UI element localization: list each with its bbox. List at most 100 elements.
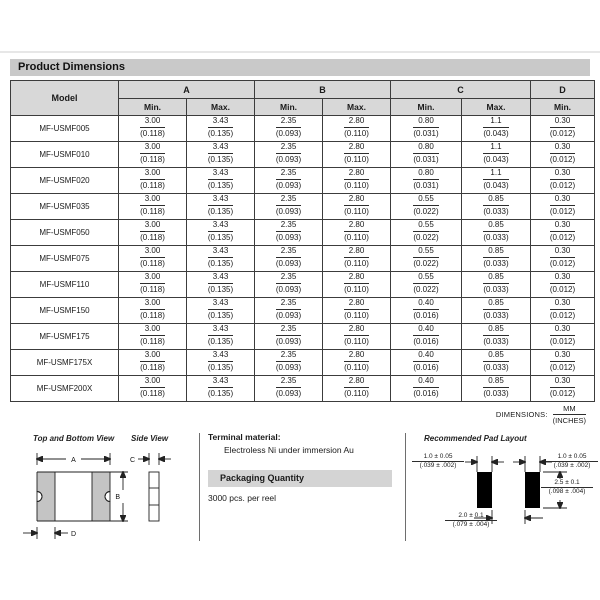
- value-cell: 2.80 (0.110): [322, 271, 391, 298]
- value-cell: 2.35 (0.093): [254, 297, 323, 324]
- value-cell: 0.55 (0.022): [390, 193, 462, 220]
- value-cell: 0.30 (0.012): [530, 193, 595, 220]
- value-cell: 2.80 (0.110): [322, 349, 391, 376]
- product-dimensions-table: Model A B C D Min. Max. Min. Max. Min. M…: [10, 80, 595, 402]
- value-cell: 3.00 (0.118): [118, 115, 187, 142]
- value-cell: 3.00 (0.118): [118, 141, 187, 168]
- model-cell: MF-USMF110: [10, 271, 119, 298]
- model-cell: MF-USMF175X: [10, 349, 119, 376]
- value-cell: 0.40 (0.016): [390, 297, 462, 324]
- value-cell: 2.35 (0.093): [254, 193, 323, 220]
- model-cell: MF-USMF150: [10, 297, 119, 324]
- value-cell: 0.85 (0.033): [461, 297, 531, 324]
- value-cell: 2.35 (0.093): [254, 245, 323, 272]
- value-cell: 3.43 (0.135): [186, 167, 255, 194]
- model-cell: MF-USMF020: [10, 167, 119, 194]
- value-cell: 2.35 (0.093): [254, 375, 323, 402]
- column-header-c: C: [390, 80, 531, 99]
- value-cell: 3.43 (0.135): [186, 323, 255, 350]
- value-cell: 2.80 (0.110): [322, 193, 391, 220]
- subheader-c-max: Max.: [461, 98, 531, 116]
- value-cell: 3.43 (0.135): [186, 219, 255, 246]
- value-cell: 2.80 (0.110): [322, 219, 391, 246]
- value-cell: 3.00 (0.118): [118, 245, 187, 272]
- value-cell: 0.30 (0.012): [530, 219, 595, 246]
- value-cell: 0.30 (0.012): [530, 375, 595, 402]
- model-cell: MF-USMF010: [10, 141, 119, 168]
- value-cell: 1.1 (0.043): [461, 141, 531, 168]
- value-cell: 3.43 (0.135): [186, 193, 255, 220]
- value-cell: 3.43 (0.135): [186, 141, 255, 168]
- value-cell: 0.85 (0.033): [461, 323, 531, 350]
- value-cell: 3.00 (0.118): [118, 297, 187, 324]
- subheader-b-max: Max.: [322, 98, 391, 116]
- top-bottom-view-title: Top and Bottom View: [33, 434, 115, 443]
- value-cell: 0.30 (0.012): [530, 297, 595, 324]
- value-cell: 0.55 (0.022): [390, 219, 462, 246]
- subheader-d-min: Min.: [530, 98, 595, 116]
- dim-label-a: A: [71, 457, 76, 464]
- value-cell: 0.40 (0.016): [390, 375, 462, 402]
- value-cell: 1.1 (0.043): [461, 167, 531, 194]
- dimensions-note-units: MM (INCHES): [552, 404, 586, 425]
- table-row: MF-USMF175X 3.00 (0.118) 3.43 (0.135) 2.35…: [10, 349, 595, 376]
- page-top-rule: [0, 51, 600, 53]
- value-cell: 2.80 (0.110): [322, 323, 391, 350]
- value-cell: 2.35 (0.093): [254, 271, 323, 298]
- value-cell: 0.30 (0.012): [530, 271, 595, 298]
- table-row: MF-USMF035 3.00 (0.118) 3.43 (0.135) 2.35(…: [10, 193, 595, 220]
- value-cell: 3.00 (0.118): [118, 375, 187, 402]
- value-cell: 3.43 (0.135): [186, 271, 255, 298]
- model-cell: MF-USMF175: [10, 323, 119, 350]
- right-pad: [525, 472, 540, 508]
- pad-layout-drawing: [465, 456, 567, 524]
- value-cell: 3.00 (0.118): [118, 271, 187, 298]
- value-cell: 0.85 (0.033): [461, 219, 531, 246]
- model-cell: MF-USMF075: [10, 245, 119, 272]
- value-cell: 1.1 (0.043): [461, 115, 531, 142]
- value-cell: 2.80 (0.110): [322, 375, 391, 402]
- subheader-a-min: Min.: [118, 98, 187, 116]
- value-cell: 2.35 (0.093): [254, 219, 323, 246]
- subheader-c-min: Min.: [390, 98, 462, 116]
- column-header-model: Model: [10, 80, 119, 116]
- section-divider: [199, 433, 200, 541]
- value-cell: 0.30 (0.012): [530, 349, 595, 376]
- value-cell: 3.00 (0.118): [118, 193, 187, 220]
- column-header-d: D: [530, 80, 595, 99]
- value-cell: 0.85 (0.033): [461, 193, 531, 220]
- model-cell: MF-USMF050: [10, 219, 119, 246]
- value-cell: 3.43 (0.135): [186, 375, 255, 402]
- value-cell: 3.00 (0.118): [118, 349, 187, 376]
- value-cell: 2.35 (0.093): [254, 349, 323, 376]
- value-cell: 0.80 (0.031): [390, 115, 462, 142]
- table-row: MF-USMF110 3.00 (0.118) 3.43 (0.135) 2.35(…: [10, 271, 595, 298]
- table-row: MF-USMF005 3.00 (0.118) 3.43 (0.135) 2.35(…: [10, 115, 595, 142]
- value-cell: 2.35 (0.093): [254, 323, 323, 350]
- value-cell: 0.30 (0.012): [530, 167, 595, 194]
- column-header-a: A: [118, 80, 255, 99]
- value-cell: 0.30 (0.012): [530, 141, 595, 168]
- column-header-b: B: [254, 80, 391, 99]
- value-cell: 0.40 (0.016): [390, 349, 462, 376]
- terminal-material-text: Electroless Ni under immersion Au: [224, 445, 354, 455]
- value-cell: 3.43 (0.135): [186, 297, 255, 324]
- dim-label-b: B: [115, 494, 120, 501]
- dimensions-note-label: DIMENSIONS:: [495, 410, 548, 419]
- pad-height-label: 2.5 ± 0.1 (.098 ± .004): [541, 479, 593, 496]
- value-cell: 0.55 (0.022): [390, 271, 462, 298]
- value-cell: 2.35 (0.093): [254, 141, 323, 168]
- model-cell: MF-USMF200X: [10, 375, 119, 402]
- section-title-bar: Product Dimensions: [10, 59, 590, 76]
- left-pad: [477, 472, 492, 508]
- value-cell: 0.85 (0.033): [461, 375, 531, 402]
- model-cell: MF-USMF035: [10, 193, 119, 220]
- table-row: MF-USMF150 3.00 (0.118) 3.43 (0.135) 2.35(…: [10, 297, 595, 324]
- left-pad-width-label: 1.0 ± 0.05 (.039 ± .002): [412, 453, 464, 470]
- subheader-b-min: Min.: [254, 98, 323, 116]
- pad-gap-label: 2.0 ± 0.1 (.079 ± .004): [445, 512, 497, 529]
- value-cell: 0.85 (0.033): [461, 245, 531, 272]
- model-cell: MF-USMF005: [10, 115, 119, 142]
- page-title: Product Dimensions: [18, 61, 125, 73]
- table-row: MF-USMF175 3.00 (0.118) 3.43 (0.135) 2.35(…: [10, 323, 595, 350]
